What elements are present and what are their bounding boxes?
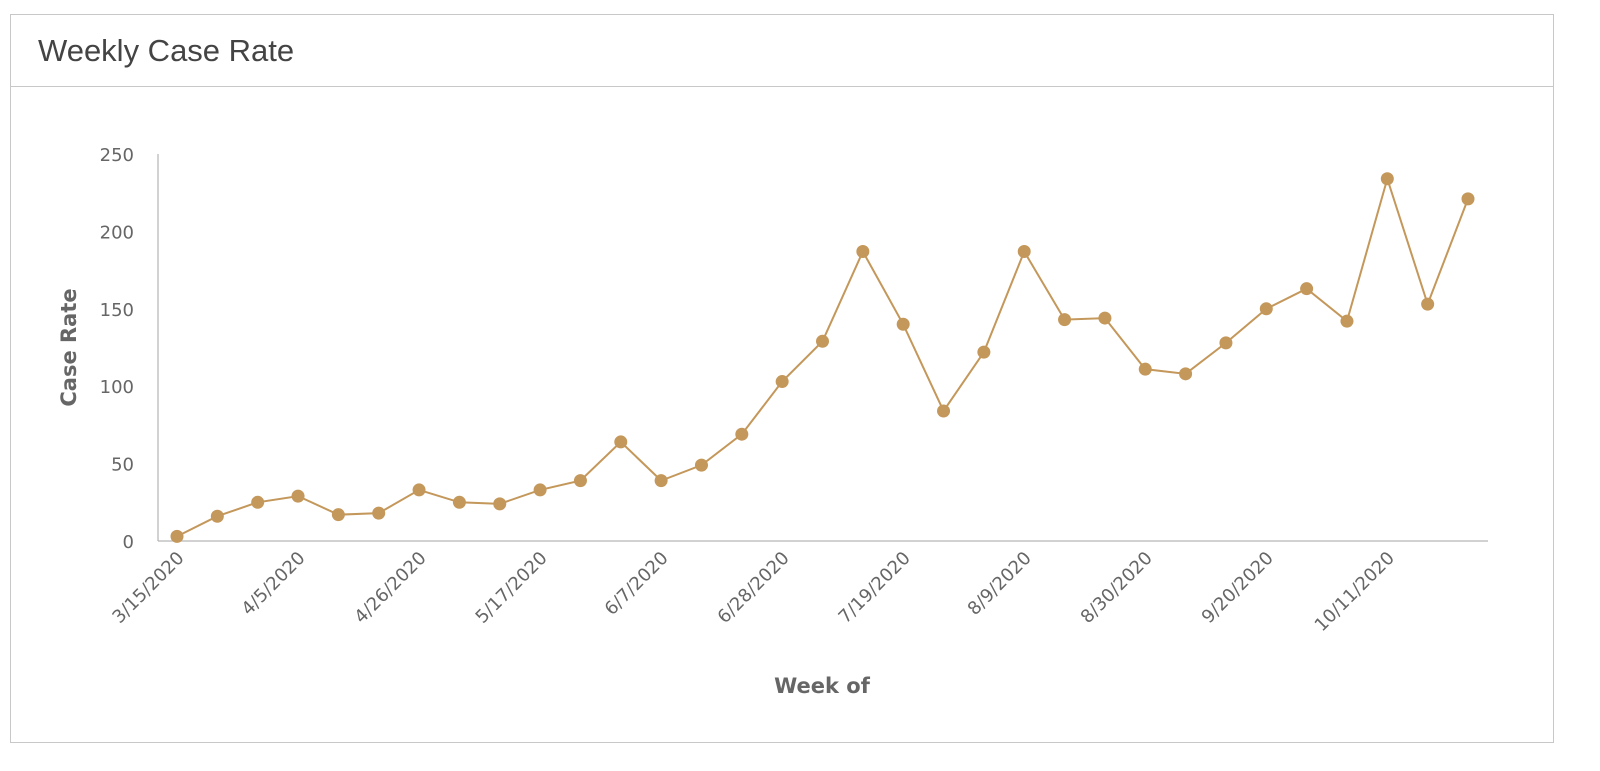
data-point xyxy=(856,245,870,259)
data-point xyxy=(816,334,829,348)
data-point xyxy=(1461,192,1475,206)
data-point xyxy=(614,435,628,449)
data-point xyxy=(896,317,910,331)
data-point xyxy=(372,506,386,520)
data-point xyxy=(533,483,547,497)
data-point xyxy=(1380,172,1394,186)
data-point xyxy=(694,458,708,472)
x-axis-title: Week of xyxy=(774,674,871,698)
data-point xyxy=(251,495,265,509)
data-point xyxy=(1300,282,1314,296)
data-point xyxy=(452,495,466,509)
y-tick-label: 200 xyxy=(100,222,134,243)
data-point xyxy=(735,427,749,441)
x-tick-label: 6/7/2020 xyxy=(601,548,673,620)
y-tick-label: 150 xyxy=(100,300,134,321)
data-point xyxy=(977,345,991,359)
y-tick-label: 100 xyxy=(100,377,134,398)
data-point xyxy=(1098,311,1112,325)
data-point xyxy=(1219,336,1233,350)
data-point xyxy=(1017,245,1031,259)
x-tick-label: 8/9/2020 xyxy=(964,548,1036,620)
data-point xyxy=(1259,302,1273,316)
y-tick-label: 0 xyxy=(123,532,134,553)
data-point xyxy=(937,404,951,418)
series-line xyxy=(176,175,1469,538)
data-point xyxy=(1138,362,1152,376)
x-tick-label: 10/11/2020 xyxy=(1311,548,1399,636)
x-tick-label: 5/17/2020 xyxy=(472,548,552,628)
data-point xyxy=(1179,367,1193,381)
x-tick-label: 6/28/2020 xyxy=(714,548,794,628)
y-tick-label: 250 xyxy=(100,145,134,166)
y-axis-title: Case Rate xyxy=(57,288,81,406)
x-tick-label: 8/30/2020 xyxy=(1077,548,1157,628)
data-point xyxy=(210,509,224,523)
data-point xyxy=(1340,314,1354,328)
data-point xyxy=(493,497,507,511)
data-point xyxy=(1058,313,1072,327)
x-tick-label: 3/15/2020 xyxy=(108,548,188,628)
data-point xyxy=(412,483,426,497)
data-point xyxy=(654,474,668,488)
data-point xyxy=(573,474,587,488)
data-point xyxy=(1421,297,1435,311)
x-tick-label: 7/19/2020 xyxy=(835,548,915,628)
x-tick-label: 9/20/2020 xyxy=(1198,548,1278,628)
x-tick-label: 4/5/2020 xyxy=(238,548,310,620)
data-point xyxy=(170,529,184,543)
chart-title: Weekly Case Rate xyxy=(38,32,295,68)
x-tick-label: 4/26/2020 xyxy=(350,548,430,628)
data-point xyxy=(775,375,789,389)
data-point xyxy=(291,489,305,503)
data-point xyxy=(331,508,345,522)
card-header: Weekly Case Rate xyxy=(11,15,1553,87)
y-tick-label: 50 xyxy=(111,455,134,476)
